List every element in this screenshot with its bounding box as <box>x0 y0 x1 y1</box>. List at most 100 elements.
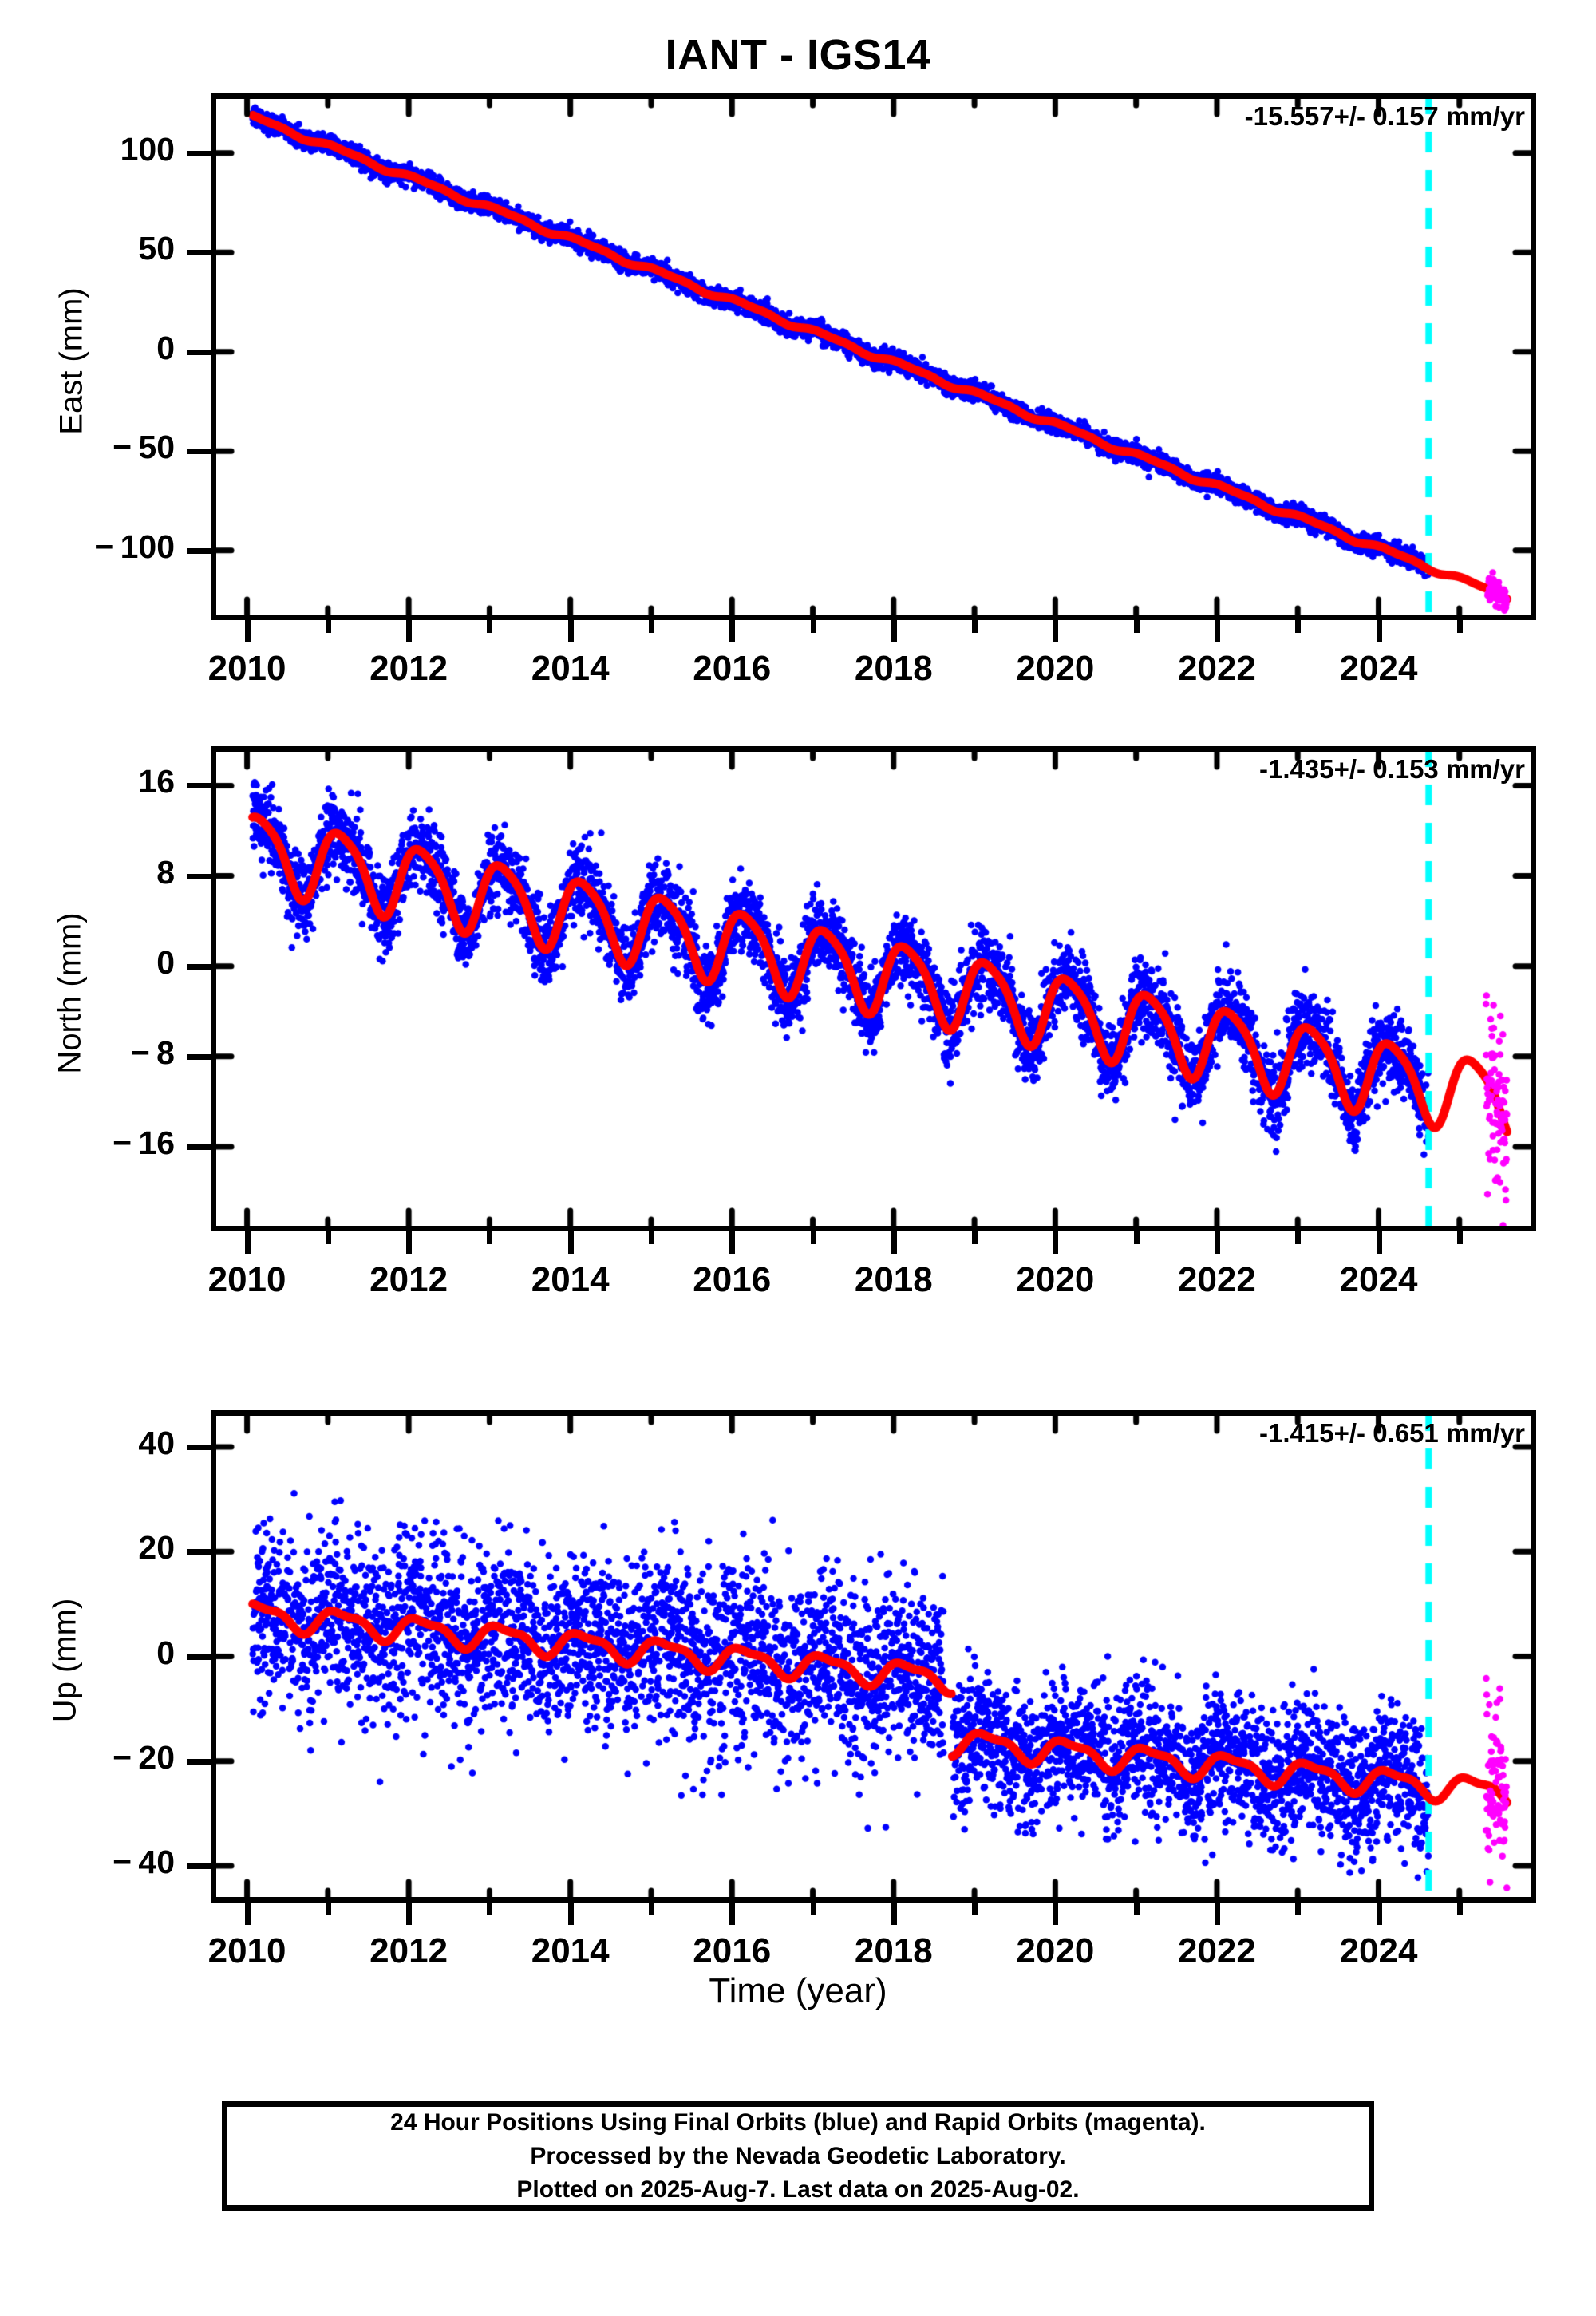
xtick-label: 2022 <box>1177 1260 1256 1299</box>
xtick-mark <box>567 620 574 642</box>
xtick-label: 2022 <box>1177 1931 1256 1970</box>
page-title: IANT - IGS14 <box>665 31 931 79</box>
xtick-mark-minor <box>1456 620 1463 633</box>
ytick-mark <box>187 1863 211 1870</box>
xtick-mark-minor <box>325 620 331 633</box>
axis-label-north: North (mm) <box>52 912 88 1074</box>
xtick-mark-minor <box>972 620 978 633</box>
rate-label-up: -1.415+/- 0.651 mm/yr <box>1259 1418 1525 1448</box>
xtick-mark <box>729 1903 736 1925</box>
ytick-mark <box>187 349 211 355</box>
ytick-label: 100 <box>120 130 175 168</box>
xtick-mark <box>244 620 251 642</box>
xtick-mark <box>729 1231 736 1254</box>
xtick-mark-minor <box>810 620 816 633</box>
xtick-mark <box>1053 1231 1059 1254</box>
xtick-mark-minor <box>487 1903 493 1915</box>
panel-up: -1.415+/- 0.651 mm/yr <box>211 1410 1536 1903</box>
xtick-mark-minor <box>972 1231 978 1244</box>
panel-east-canvas <box>211 93 1536 620</box>
xtick-mark <box>406 1231 413 1254</box>
caption-box: 24 Hour Positions Using Final Orbits (bl… <box>222 2101 1374 2211</box>
xtick-mark-minor <box>487 1231 493 1244</box>
rate-label-east: -15.557+/- 0.157 mm/yr <box>1244 101 1525 131</box>
xtick-label: 2010 <box>207 1260 286 1299</box>
xtick-mark <box>891 1231 897 1254</box>
ytick-mark <box>187 449 211 455</box>
xtick-mark <box>729 620 736 642</box>
panel-up-canvas <box>211 1410 1536 1903</box>
xtick-label: 2010 <box>207 649 286 688</box>
xtick-mark <box>567 1903 574 1925</box>
xtick-mark <box>244 1231 251 1254</box>
xtick-mark <box>406 620 413 642</box>
ytick-mark <box>187 150 211 156</box>
xtick-mark <box>567 1231 574 1254</box>
ytick-label: − 8 <box>131 1034 175 1071</box>
caption-line-3: Plotted on 2025-Aug-7. Last data on 2025… <box>516 2176 1080 2203</box>
ytick-label: 0 <box>156 1634 175 1671</box>
xtick-label: 2018 <box>854 1931 933 1970</box>
panel-east: -15.557+/- 0.157 mm/yr <box>211 93 1536 620</box>
xtick-mark <box>1214 620 1220 642</box>
xtick-mark-minor <box>972 1903 978 1915</box>
xtick-mark-minor <box>810 1903 816 1915</box>
rate-label-north: -1.435+/- 0.153 mm/yr <box>1259 754 1525 784</box>
ytick-mark <box>187 783 211 789</box>
xtick-label: 2016 <box>693 1931 772 1970</box>
ytick-mark <box>187 1144 211 1150</box>
xtick-label: 2012 <box>369 649 448 688</box>
xtick-label: 2020 <box>1016 1931 1095 1970</box>
xtick-label: 2016 <box>693 1260 772 1299</box>
ytick-label: 8 <box>156 853 175 891</box>
ytick-label: 50 <box>138 230 175 267</box>
xtick-mark-minor <box>1133 1903 1140 1915</box>
xtick-mark <box>891 620 897 642</box>
xtick-mark-minor <box>648 620 654 633</box>
ytick-label: 20 <box>138 1529 175 1567</box>
ytick-mark <box>187 1549 211 1555</box>
axis-label-time: Time (year) <box>709 1971 887 2010</box>
xtick-mark-minor <box>1133 1231 1140 1244</box>
xtick-mark-minor <box>1295 1903 1302 1915</box>
xtick-mark-minor <box>487 620 493 633</box>
xtick-mark-minor <box>648 1231 654 1244</box>
xtick-label: 2012 <box>369 1931 448 1970</box>
xtick-mark <box>406 1903 413 1925</box>
ytick-mark <box>187 250 211 256</box>
xtick-label: 2012 <box>369 1260 448 1299</box>
ytick-mark <box>187 1444 211 1450</box>
xtick-label: 2022 <box>1177 649 1256 688</box>
panel-north-canvas <box>211 746 1536 1231</box>
xtick-mark-minor <box>325 1231 331 1244</box>
xtick-mark <box>1376 620 1382 642</box>
xtick-label: 2014 <box>531 649 610 688</box>
ytick-mark <box>187 963 211 970</box>
xtick-mark <box>1376 1231 1382 1254</box>
ytick-mark <box>187 873 211 879</box>
xtick-mark <box>891 1903 897 1925</box>
xtick-mark <box>1214 1231 1220 1254</box>
xtick-mark-minor <box>648 1903 654 1915</box>
ytick-label: − 20 <box>113 1738 175 1776</box>
ytick-label: 16 <box>138 763 175 800</box>
ytick-mark <box>187 1053 211 1060</box>
xtick-mark <box>1376 1903 1382 1925</box>
ytick-label: 0 <box>156 329 175 366</box>
xtick-mark-minor <box>810 1231 816 1244</box>
xtick-label: 2020 <box>1016 1260 1095 1299</box>
xtick-label: 2010 <box>207 1931 286 1970</box>
xtick-mark-minor <box>1456 1231 1463 1244</box>
panel-north: -1.435+/- 0.153 mm/yr <box>211 746 1536 1231</box>
xtick-mark <box>1053 1903 1059 1925</box>
ytick-label: − 16 <box>113 1124 175 1161</box>
ytick-label: − 50 <box>113 429 175 466</box>
xtick-label: 2024 <box>1339 649 1418 688</box>
xtick-mark <box>1214 1903 1220 1925</box>
ytick-label: − 40 <box>113 1844 175 1881</box>
xtick-mark-minor <box>1133 620 1140 633</box>
ytick-mark <box>187 1654 211 1660</box>
xtick-mark-minor <box>1295 620 1302 633</box>
ytick-mark <box>187 1758 211 1765</box>
